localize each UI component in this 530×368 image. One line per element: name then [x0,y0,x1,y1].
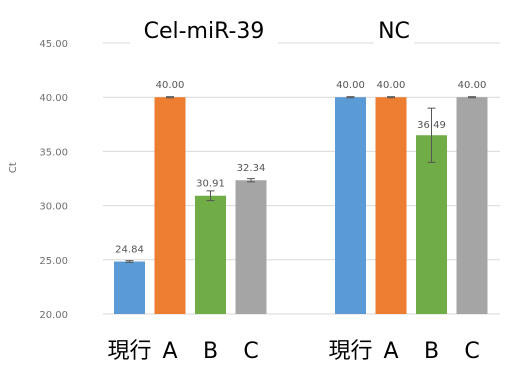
bar-1-2 [416,135,447,314]
bar-1-3 [456,97,488,314]
data-label-1-1: 40.00 [377,80,406,91]
data-label-1-3: 40.00 [458,80,487,91]
group-title-bg-1 [373,12,415,48]
bar-1-0 [335,97,366,314]
y-tick-label-0: 20.00 [39,310,68,321]
data-label-1-0: 40.00 [336,80,365,91]
y-tick-label-1: 25.00 [39,256,68,267]
group-title-0: Cel-miR-39 [144,19,265,44]
bar-0-1 [154,97,186,314]
data-label-0-0: 24.84 [115,245,144,256]
category-label-1-3: C [464,339,479,364]
data-label-0-1: 40.00 [156,80,185,91]
category-label-0-3: C [243,339,258,364]
data-label-0-3: 32.34 [237,163,266,174]
data-label-1-2: 36.49 [417,120,446,131]
bar-0-3 [235,180,267,314]
y-tick-label-4: 40.00 [39,93,68,104]
category-label-1-2: B [424,339,439,364]
data-label-0-2: 30.91 [196,179,225,190]
category-label-0-2: B [203,339,218,364]
y-tick-label-2: 30.00 [39,202,68,213]
bar-0-2 [195,195,226,314]
y-tick-label-5: 45.00 [39,39,68,50]
category-label-1-0: 現行 [328,339,372,364]
group-title-bg-0 [130,12,278,48]
category-label-0-0: 現行 [107,339,151,364]
group-title-1: NC [378,19,410,44]
y-tick-label-3: 35.00 [39,147,68,158]
y-axis-label: Ct [8,162,19,173]
category-label-0-1: A [162,339,177,364]
category-label-1-1: A [383,339,398,364]
bar-0-0 [114,261,145,314]
bar-1-1 [375,97,407,314]
